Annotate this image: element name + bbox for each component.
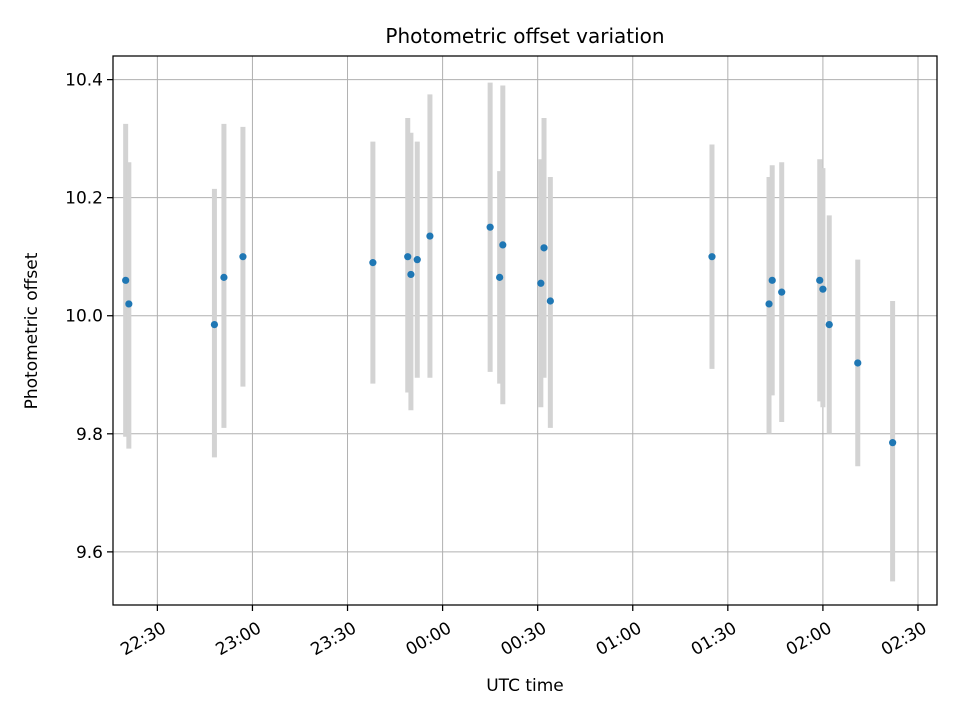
data-point [768, 276, 776, 284]
y-tick-label: 10.2 [65, 189, 103, 209]
data-point [426, 232, 434, 240]
data-point [125, 300, 133, 308]
data-point [708, 253, 716, 261]
chart-title: Photometric offset variation [385, 24, 664, 48]
y-axis-label: Photometric offset [22, 252, 42, 409]
data-point [889, 439, 897, 447]
data-point [537, 279, 545, 287]
x-axis-label: UTC time [486, 676, 564, 696]
data-point [825, 320, 833, 329]
data-point [407, 270, 415, 279]
data-point [778, 288, 786, 296]
data-point [413, 256, 421, 264]
plot-frame [112, 55, 938, 606]
data-point [486, 223, 494, 231]
data-point [496, 273, 504, 281]
y-tick-label: 9.6 [76, 543, 103, 563]
data-points [122, 223, 897, 447]
data-point [546, 297, 554, 305]
data-point [499, 241, 507, 249]
y-tick-label: 10.0 [65, 307, 103, 327]
data-point [210, 320, 219, 329]
data-point [854, 359, 862, 367]
y-tick-label: 10.4 [65, 71, 103, 91]
y-axis: 9.6 9.8 10.0 10.2 10.4 [65, 71, 113, 563]
y-tick-label: 9.8 [76, 425, 103, 445]
data-point [816, 276, 824, 284]
data-point [819, 285, 827, 293]
data-point [540, 244, 548, 252]
grid [113, 56, 937, 605]
data-point [369, 259, 377, 267]
data-point [122, 276, 130, 284]
data-point [239, 253, 247, 261]
data-point [220, 273, 228, 281]
data-point [404, 253, 412, 261]
data-point [765, 300, 773, 308]
